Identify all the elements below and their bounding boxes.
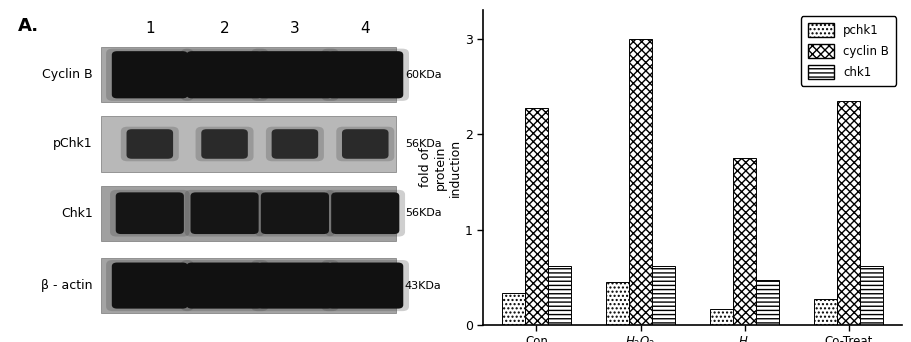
FancyBboxPatch shape [196, 127, 253, 161]
Text: B.: B. [429, 0, 449, 1]
Bar [101, 117, 396, 172]
Text: 4: 4 [361, 21, 370, 36]
FancyBboxPatch shape [121, 127, 179, 161]
FancyBboxPatch shape [201, 129, 248, 159]
FancyBboxPatch shape [327, 51, 404, 98]
Bar [630, 39, 652, 325]
Text: 60KDa: 60KDa [404, 70, 442, 80]
Bar [502, 293, 525, 325]
FancyBboxPatch shape [185, 190, 264, 237]
Text: 43KDa: 43KDa [404, 280, 442, 291]
Bar [101, 186, 396, 241]
Bar [860, 266, 883, 325]
Text: pChk1: pChk1 [53, 137, 93, 150]
FancyBboxPatch shape [190, 192, 259, 234]
FancyBboxPatch shape [187, 263, 262, 308]
FancyBboxPatch shape [106, 260, 193, 311]
Bar [606, 282, 630, 325]
FancyBboxPatch shape [112, 263, 188, 308]
Text: 2: 2 [220, 21, 230, 36]
Bar [101, 47, 396, 102]
Text: A.: A. [18, 16, 39, 35]
FancyBboxPatch shape [116, 192, 184, 234]
FancyBboxPatch shape [106, 49, 193, 101]
FancyBboxPatch shape [251, 49, 339, 101]
FancyBboxPatch shape [127, 129, 173, 159]
Text: β - actin: β - actin [41, 279, 93, 292]
FancyBboxPatch shape [332, 192, 399, 234]
FancyBboxPatch shape [322, 260, 409, 311]
FancyBboxPatch shape [112, 51, 188, 98]
Bar [837, 101, 860, 325]
FancyBboxPatch shape [187, 51, 262, 98]
FancyBboxPatch shape [271, 129, 318, 159]
Text: 1: 1 [145, 21, 155, 36]
FancyBboxPatch shape [251, 260, 339, 311]
Bar [733, 158, 756, 325]
Bar [711, 309, 733, 325]
FancyBboxPatch shape [266, 127, 324, 161]
FancyBboxPatch shape [110, 190, 189, 237]
Bar [652, 266, 675, 325]
Text: 3: 3 [290, 21, 300, 36]
Bar [548, 266, 571, 325]
FancyBboxPatch shape [257, 263, 333, 308]
Text: Chk1: Chk1 [61, 207, 93, 220]
Bar [525, 107, 548, 325]
FancyBboxPatch shape [322, 49, 409, 101]
Text: 56KDa: 56KDa [404, 208, 442, 218]
FancyBboxPatch shape [342, 129, 388, 159]
FancyBboxPatch shape [255, 190, 334, 237]
Legend: pchk1, cyclin B, chk1: pchk1, cyclin B, chk1 [801, 16, 896, 86]
FancyBboxPatch shape [180, 49, 268, 101]
FancyBboxPatch shape [257, 51, 333, 98]
Text: Cyclin B: Cyclin B [42, 68, 93, 81]
Bar [814, 299, 837, 325]
Text: 56KDa: 56KDa [404, 139, 442, 149]
FancyBboxPatch shape [327, 263, 404, 308]
FancyBboxPatch shape [180, 260, 268, 311]
Y-axis label: fold of
protein
induction: fold of protein induction [419, 139, 462, 197]
FancyBboxPatch shape [261, 192, 329, 234]
FancyBboxPatch shape [336, 127, 394, 161]
FancyBboxPatch shape [325, 190, 405, 237]
Bar [101, 258, 396, 313]
Bar [756, 280, 779, 325]
